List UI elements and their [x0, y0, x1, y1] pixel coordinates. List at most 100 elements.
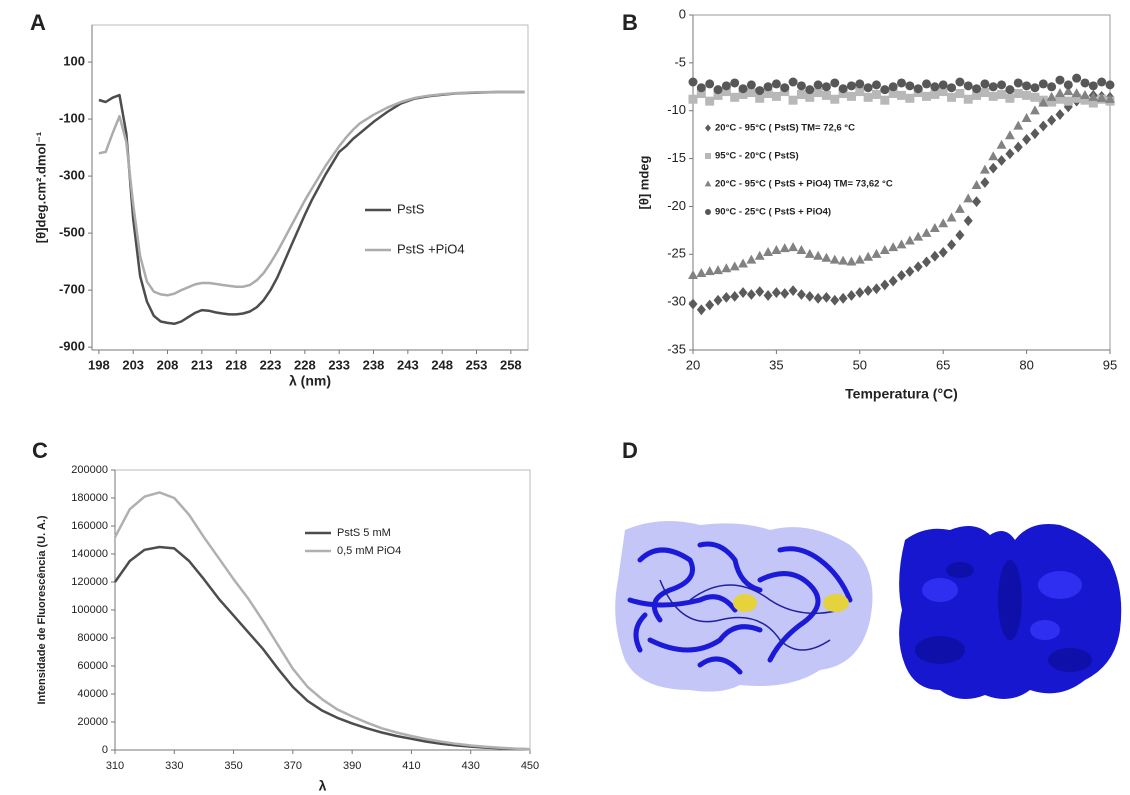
- data-point: [713, 85, 723, 95]
- data-point: [946, 212, 957, 222]
- data-point: [1055, 88, 1065, 98]
- data-point: [854, 254, 865, 264]
- data-point: [1022, 90, 1032, 100]
- data-point: [805, 92, 815, 102]
- data-point: [929, 223, 940, 233]
- data-point: [955, 88, 965, 98]
- x-tick-label: 253: [466, 357, 488, 372]
- y-tick-label: -30: [667, 294, 686, 309]
- data-point: [738, 84, 748, 94]
- data-point: [755, 93, 765, 103]
- data-point: [1080, 78, 1090, 88]
- data-point: [938, 80, 948, 90]
- data-point: [730, 291, 740, 302]
- data-point: [972, 90, 982, 100]
- data-point: [1105, 93, 1115, 103]
- y-tick-label: 140000: [71, 548, 108, 560]
- x-tick-label: 218: [225, 357, 247, 372]
- data-point: [805, 291, 815, 302]
- data-point: [696, 83, 706, 93]
- data-point: [713, 90, 723, 100]
- data-point: [1105, 80, 1115, 90]
- protein-images: [615, 521, 1122, 699]
- data-point: [855, 287, 865, 298]
- data-point: [1055, 109, 1065, 120]
- data-point: [830, 294, 840, 306]
- data-point: [1080, 95, 1090, 105]
- y-tick-label: 20000: [77, 716, 108, 728]
- data-point: [821, 90, 831, 100]
- data-point: [813, 292, 823, 304]
- legend-label: PstS: [397, 201, 425, 216]
- data-point: [947, 92, 957, 102]
- y-tick-label: 200000: [71, 464, 108, 476]
- data-point: [1055, 75, 1065, 85]
- x-tick-label: 410: [402, 760, 420, 772]
- data-point: [813, 80, 823, 90]
- data-point: [1063, 80, 1073, 90]
- data-point: [796, 245, 807, 255]
- data-point: [746, 88, 756, 98]
- data-point: [1096, 92, 1107, 102]
- panel-label: B: [622, 10, 638, 35]
- data-point: [1021, 112, 1032, 122]
- data-point: [829, 254, 840, 264]
- data-point: [1004, 130, 1015, 140]
- y-tick-label: 0: [102, 744, 108, 756]
- data-point: [955, 77, 965, 87]
- data-point: [1022, 134, 1032, 145]
- data-point: [888, 275, 898, 287]
- x-tick-label: 310: [106, 760, 124, 772]
- x-tick-label: 80: [1019, 357, 1033, 372]
- y-axis-label: [θ]deg.cm².dmol⁻¹: [33, 132, 48, 243]
- data-point: [738, 258, 748, 268]
- data-point: [729, 261, 740, 271]
- ribbons: [627, 541, 853, 675]
- data-point: [938, 218, 949, 228]
- x-tick-label: 370: [284, 760, 302, 772]
- legend-label: 20°C - 95°C ( PstS + PiO4) TM= 73,62 °C: [715, 179, 893, 190]
- data-point: [880, 279, 890, 291]
- data-point: [846, 81, 856, 91]
- x-tick-label: 248: [431, 357, 453, 372]
- data-point: [980, 88, 990, 98]
- data-point: [930, 82, 940, 92]
- data-point: [913, 261, 923, 273]
- y-tick-label: -25: [667, 246, 686, 261]
- data-point: [813, 88, 823, 98]
- data-point: [796, 89, 806, 99]
- data-point: [1022, 81, 1032, 91]
- x-tick-label: 390: [343, 760, 361, 772]
- x-tick-label: 198: [88, 357, 110, 372]
- x-tick-label: 330: [165, 760, 183, 772]
- data-point: [996, 139, 1007, 149]
- data-point: [871, 80, 881, 90]
- data-point: [913, 231, 924, 241]
- x-tick-label: 223: [260, 357, 282, 372]
- data-point: [721, 81, 731, 91]
- data-point: [1072, 93, 1082, 103]
- y-tick-label: -5: [674, 54, 686, 69]
- data-point: [880, 85, 890, 95]
- data-point: [963, 193, 974, 203]
- legend-swatch: [705, 209, 711, 215]
- x-tick-label: 350: [224, 760, 242, 772]
- data-point: [838, 88, 848, 98]
- y-tick-label: 40000: [77, 688, 108, 700]
- y-tick-label: 120000: [71, 576, 108, 588]
- data-point: [754, 250, 765, 260]
- data-point: [971, 179, 982, 189]
- data-point: [746, 254, 757, 264]
- data-point: [963, 94, 973, 104]
- x-axis-label: λ: [319, 778, 327, 794]
- data-point: [821, 82, 831, 92]
- data-point: [713, 265, 723, 275]
- x-tick-label: 50: [853, 357, 867, 372]
- x-tick-label: 203: [122, 357, 144, 372]
- x-tick-label: 258: [500, 357, 522, 372]
- x-tick-label: 65: [936, 357, 950, 372]
- y-tick-label: -20: [667, 198, 686, 213]
- data-point: [746, 289, 756, 300]
- data-point: [1038, 120, 1048, 132]
- data-point: [863, 285, 873, 297]
